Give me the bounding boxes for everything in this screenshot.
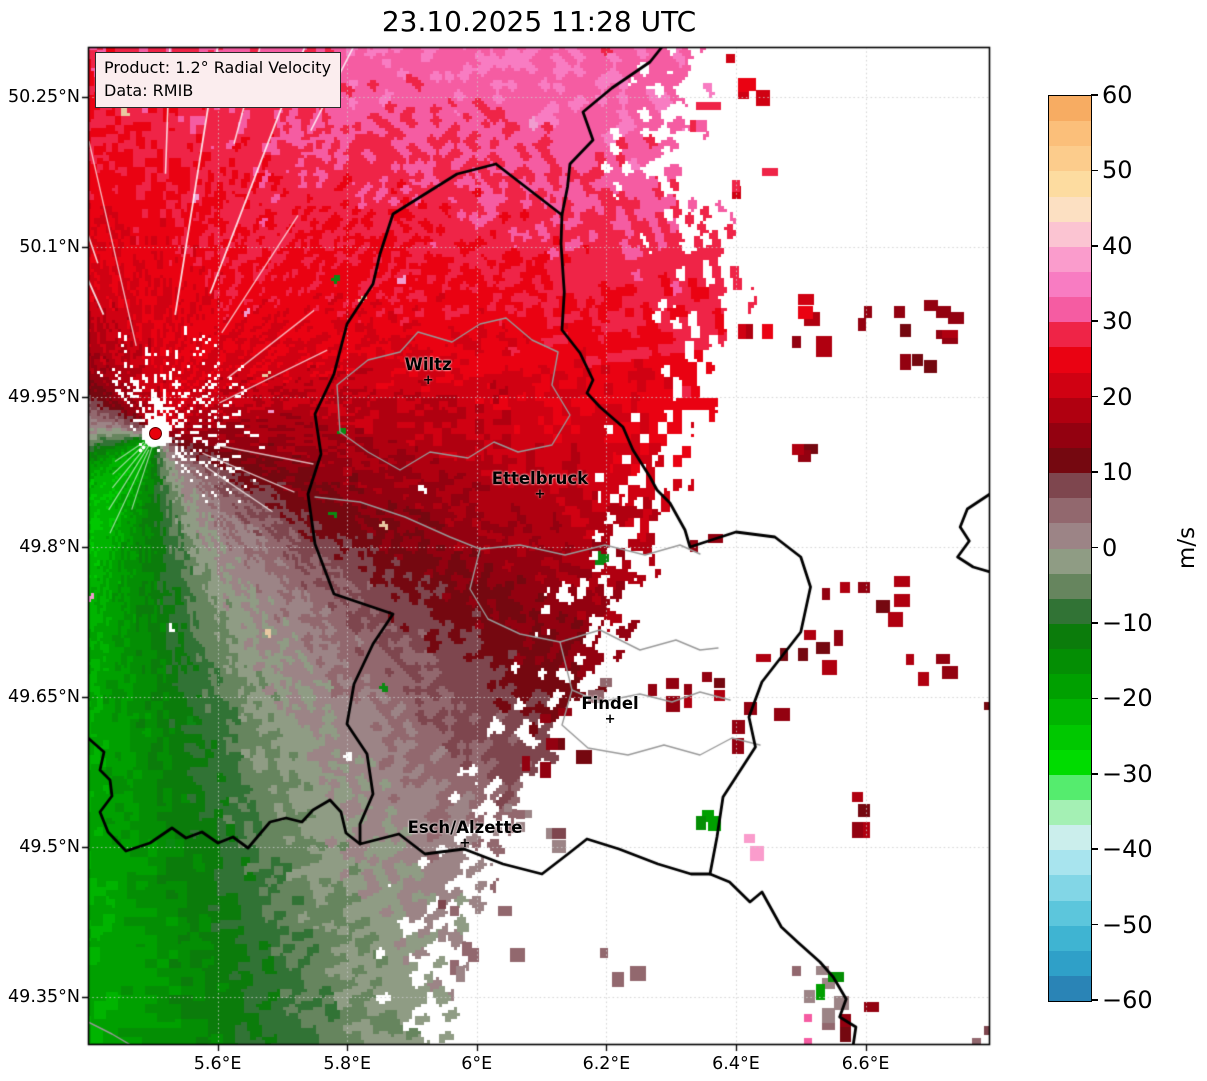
colorbar-band	[1049, 473, 1091, 499]
colorbar-band	[1049, 623, 1091, 650]
colorbar	[1048, 95, 1092, 1002]
colorbar-tick-label: 10	[1102, 458, 1133, 487]
colorbar-band	[1049, 447, 1091, 474]
product-label: Product: 1.2° Radial Velocity	[104, 58, 332, 77]
colorbar-band	[1049, 774, 1091, 800]
colorbar-tick	[1091, 848, 1098, 850]
colorbar-band	[1049, 221, 1091, 247]
colorbar-band	[1049, 171, 1091, 197]
colorbar-band	[1049, 925, 1091, 951]
colorbar-band	[1049, 523, 1091, 549]
colorbar-band	[1049, 724, 1091, 750]
colorbar-tick-label: −40	[1102, 835, 1153, 864]
colorbar-tick	[1091, 622, 1098, 624]
colorbar-tick-label: 20	[1102, 382, 1133, 411]
colorbar-tick	[1091, 94, 1098, 96]
x-tick-label: 6°E	[461, 1054, 493, 1074]
x-tick-label: 6.2°E	[582, 1054, 631, 1074]
colorbar-tick	[1091, 999, 1098, 1001]
y-tick-label: 50.25°N	[8, 87, 80, 107]
colorbar-band	[1049, 573, 1091, 599]
colorbar-tick	[1091, 471, 1098, 473]
colorbar-band	[1049, 850, 1091, 876]
colorbar-band	[1049, 875, 1091, 901]
colorbar-band	[1049, 246, 1091, 272]
colorbar-tick-label: 30	[1102, 307, 1133, 336]
y-tick-label: 49.35°N	[8, 987, 80, 1007]
colorbar-tick-label: −10	[1102, 608, 1153, 637]
y-tick-label: 49.65°N	[8, 687, 80, 707]
x-tick-label: 5.6°E	[193, 1054, 242, 1074]
city-label: Wiltz	[404, 355, 452, 374]
city-marker-cross: +	[422, 373, 434, 388]
colorbar-tick-label: −50	[1102, 910, 1153, 939]
colorbar-band	[1049, 196, 1091, 222]
colorbar-band	[1049, 749, 1091, 775]
x-tick-label: 6.4°E	[712, 1054, 760, 1074]
colorbar-band	[1049, 799, 1091, 826]
page-title: 23.10.2025 11:28 UTC	[381, 5, 697, 38]
colorbar-band	[1049, 372, 1091, 398]
city-marker-cross: +	[604, 712, 616, 727]
city-label: Ettelbruck	[491, 469, 589, 488]
y-tick-label: 49.95°N	[8, 387, 80, 407]
colorbar-tick-label: 0	[1102, 533, 1118, 562]
colorbar-band	[1049, 322, 1091, 348]
colorbar-band	[1049, 699, 1091, 725]
colorbar-tick-label: −30	[1102, 759, 1153, 788]
colorbar-tick	[1091, 395, 1098, 398]
colorbar-band	[1049, 548, 1091, 574]
city-marker-cross: +	[459, 836, 471, 851]
colorbar-tick	[1091, 546, 1098, 549]
colorbar-band	[1049, 825, 1091, 851]
colorbar-tick-label: −60	[1102, 986, 1153, 1014]
city-marker-cross: +	[534, 487, 546, 502]
colorbar-tick-label: 50	[1102, 156, 1133, 185]
colorbar-band	[1049, 121, 1091, 147]
y-tick-label: 49.8°N	[19, 537, 80, 557]
colorbar-unit-label: m/s	[1174, 526, 1200, 570]
y-tick-label: 50.1°N	[19, 237, 80, 257]
x-tick-label: 6.6°E	[841, 1054, 890, 1074]
colorbar-tick-label: 40	[1102, 231, 1133, 260]
colorbar-band	[1049, 96, 1091, 122]
radar-location-marker	[149, 426, 163, 440]
colorbar-band	[1049, 271, 1091, 298]
product-info-box: Product: 1.2° Radial Velocity Data: RMIB	[95, 52, 342, 108]
x-tick-label: 5.8°E	[323, 1054, 371, 1074]
colorbar-band	[1049, 297, 1091, 323]
colorbar-band	[1049, 649, 1091, 675]
colorbar-band	[1049, 950, 1091, 976]
colorbar-tick	[1091, 320, 1098, 323]
colorbar-tick	[1091, 697, 1098, 700]
colorbar-band	[1049, 598, 1091, 624]
y-tick-label: 49.5°N	[19, 837, 80, 857]
colorbar-tick	[1091, 245, 1098, 247]
data-source-label: Data: RMIB	[104, 81, 194, 100]
colorbar-band	[1049, 146, 1091, 172]
colorbar-band	[1049, 422, 1091, 448]
colorbar-tick-label: −20	[1102, 684, 1153, 713]
colorbar-band	[1049, 900, 1091, 926]
colorbar-band	[1049, 975, 1091, 1002]
colorbar-band	[1049, 674, 1091, 700]
colorbar-tick	[1091, 772, 1098, 775]
colorbar-band	[1049, 498, 1091, 524]
colorbar-tick	[1091, 923, 1098, 926]
colorbar-tick	[1091, 169, 1098, 172]
colorbar-band	[1049, 397, 1091, 423]
city-label: Findel	[581, 694, 639, 713]
colorbar-band	[1049, 347, 1091, 373]
city-label: Esch/Alzette	[407, 818, 523, 837]
colorbar-tick-label: 60	[1102, 81, 1133, 109]
